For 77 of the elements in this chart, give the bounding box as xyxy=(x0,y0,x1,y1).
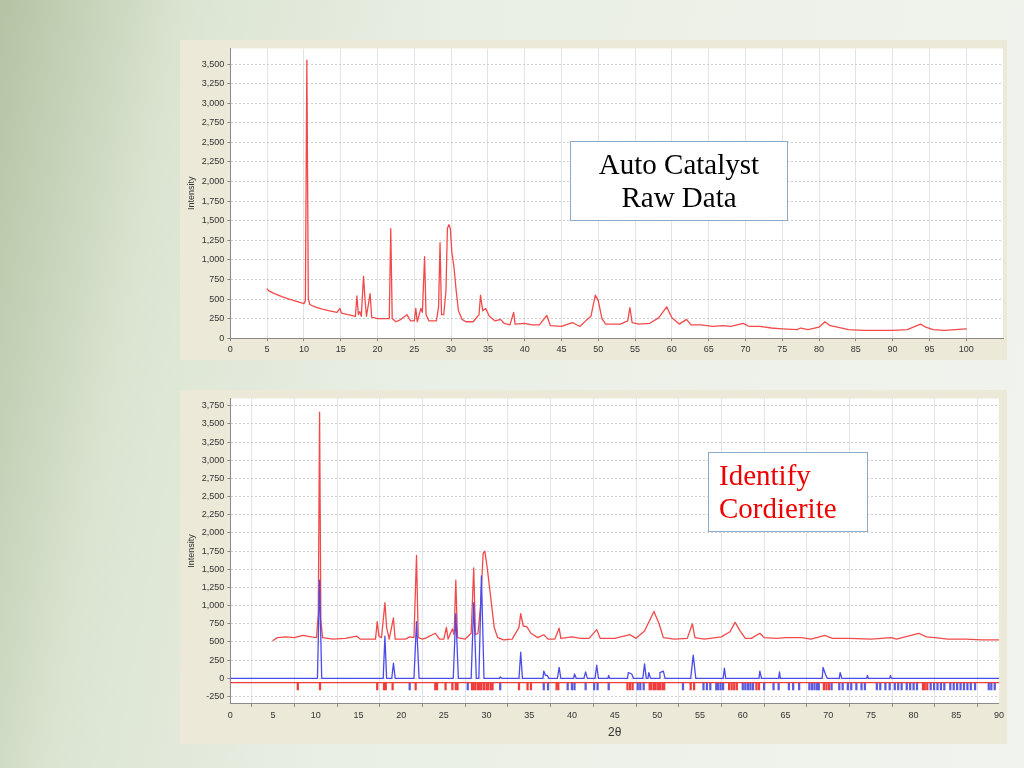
x-tick-label: 70 xyxy=(740,344,751,355)
x-tick-label: 65 xyxy=(780,709,791,720)
x-tick-label: 45 xyxy=(556,344,567,355)
x-tick-label: 45 xyxy=(609,709,620,720)
x-tick-label: 85 xyxy=(850,344,861,355)
y-tick-label: -250 xyxy=(206,691,225,702)
y-axis-title: Intensity xyxy=(185,533,196,568)
x-tick-label: 5 xyxy=(264,344,270,355)
y-tick-label: 3,000 xyxy=(201,97,225,108)
y-tick-label: 2,000 xyxy=(201,527,225,538)
y-tick-label: 2,000 xyxy=(201,176,225,187)
y-tick-label: 3,250 xyxy=(201,436,225,447)
y-tick-label: 750 xyxy=(209,273,225,284)
x-tick-label: 55 xyxy=(695,709,706,720)
y-tick-label: 250 xyxy=(209,313,225,324)
x-tick-label: 20 xyxy=(372,344,383,355)
y-tick-label: 2,750 xyxy=(201,117,225,128)
x-tick-label: 50 xyxy=(593,344,604,355)
x-tick-label: 65 xyxy=(703,344,714,355)
y-tick-label: 3,250 xyxy=(201,78,225,89)
x-tick-label: 15 xyxy=(335,344,346,355)
x-tick-label: 40 xyxy=(519,344,530,355)
y-tick-label: 3,500 xyxy=(201,418,225,429)
x-axis-title: 2θ xyxy=(607,725,622,740)
y-tick-label: 500 xyxy=(209,636,225,647)
x-tick-label: 50 xyxy=(652,709,663,720)
x-tick-label: 30 xyxy=(446,344,457,355)
x-tick-label: 85 xyxy=(951,709,962,720)
y-tick-label: 1,000 xyxy=(201,600,225,611)
y-tick-label: 250 xyxy=(209,654,225,665)
y-tick-label: 3,750 xyxy=(201,400,225,411)
x-tick-label: 90 xyxy=(993,709,1004,720)
x-tick-label: 30 xyxy=(481,709,492,720)
x-tick-label: 0 xyxy=(227,709,233,720)
annotation: Identify Cordierite xyxy=(708,452,868,532)
y-tick-label: 2,250 xyxy=(201,509,225,520)
y-tick-label: 3,000 xyxy=(201,454,225,465)
y-tick-label: 2,500 xyxy=(201,491,225,502)
y-tick-label: 2,750 xyxy=(201,472,225,483)
x-tick-label: 90 xyxy=(887,344,898,355)
x-tick-label: 10 xyxy=(310,709,321,720)
x-tick-label: 10 xyxy=(298,344,309,355)
x-tick-label: 40 xyxy=(566,709,577,720)
y-tick-label: 750 xyxy=(209,618,225,629)
y-axis-title: Intensity xyxy=(185,176,196,211)
x-tick-label: 20 xyxy=(396,709,407,720)
x-tick-label: 75 xyxy=(865,709,876,720)
y-tick-label: 2,250 xyxy=(201,156,225,167)
y-tick-label: 1,500 xyxy=(201,215,225,226)
x-tick-label: 15 xyxy=(353,709,364,720)
x-tick-label: 60 xyxy=(666,344,677,355)
x-tick-label: 60 xyxy=(737,709,748,720)
y-tick-label: 1,750 xyxy=(201,545,225,556)
x-tick-label: 25 xyxy=(409,344,420,355)
x-tick-label: 35 xyxy=(482,344,493,355)
y-tick-label: 1,250 xyxy=(201,581,225,592)
y-tick-label: 1,750 xyxy=(201,195,225,206)
y-tick-label: 1,000 xyxy=(201,254,225,265)
x-tick-label: 100 xyxy=(958,344,974,355)
x-tick-label: 25 xyxy=(438,709,449,720)
y-tick-label: 500 xyxy=(209,293,225,304)
x-tick-label: 55 xyxy=(630,344,641,355)
x-tick-label: 35 xyxy=(524,709,535,720)
y-tick-label: 0 xyxy=(219,332,225,343)
y-tick-label: 0 xyxy=(219,672,225,683)
x-tick-label: 80 xyxy=(814,344,825,355)
y-tick-label: 1,250 xyxy=(201,234,225,245)
x-tick-label: 80 xyxy=(908,709,919,720)
x-tick-label: 5 xyxy=(270,709,276,720)
x-tick-label: 70 xyxy=(823,709,834,720)
y-tick-label: 2,500 xyxy=(201,136,225,147)
annotation: Auto Catalyst Raw Data xyxy=(570,141,788,221)
x-tick-label: 95 xyxy=(924,344,935,355)
y-tick-label: 3,500 xyxy=(201,58,225,69)
x-tick-label: 75 xyxy=(777,344,788,355)
y-tick-label: 1,500 xyxy=(201,563,225,574)
x-tick-label: 0 xyxy=(227,344,233,355)
